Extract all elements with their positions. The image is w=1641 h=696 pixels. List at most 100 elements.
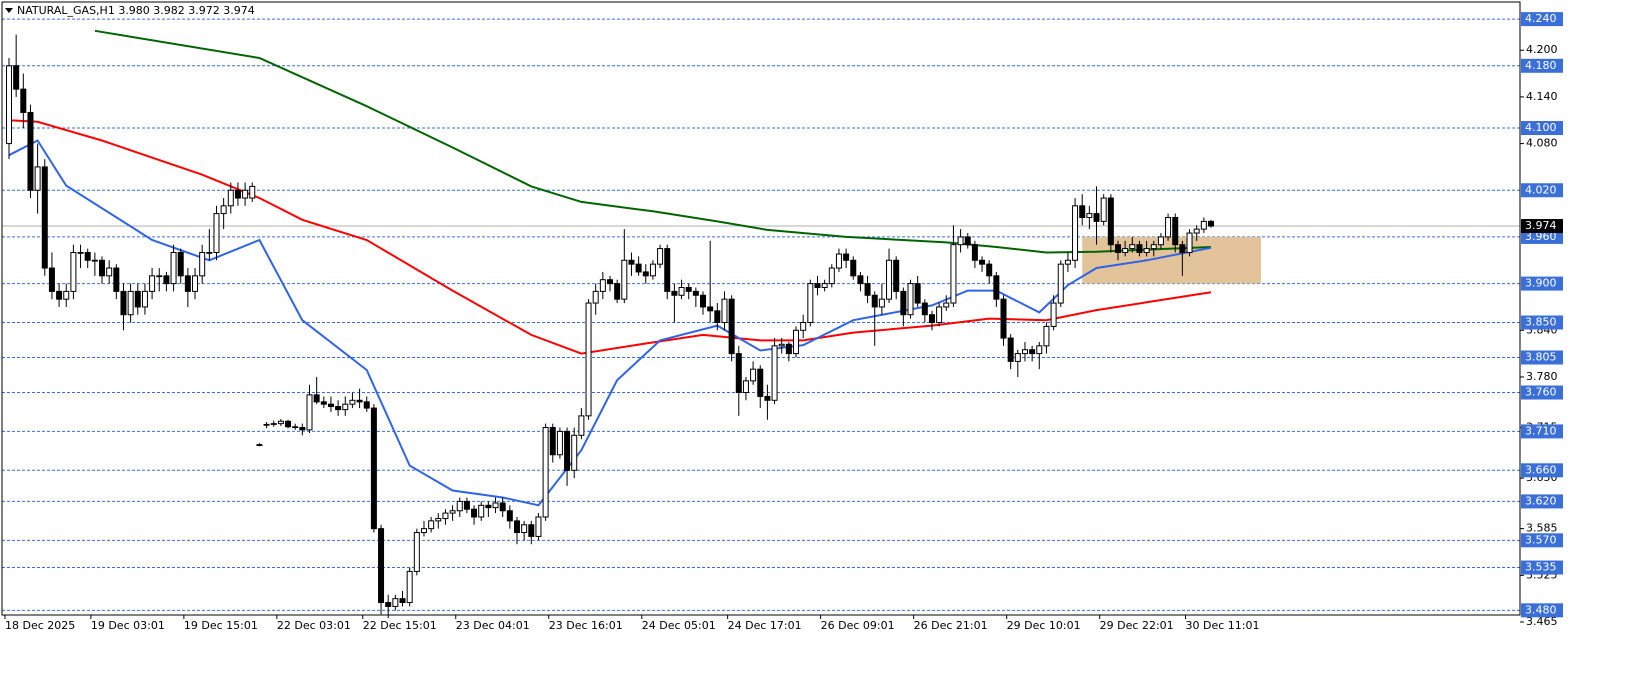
candle-body [556, 430, 563, 456]
level-tag-label: 4.240 [1525, 12, 1557, 25]
candle-body [599, 279, 606, 292]
candle-body [721, 298, 728, 324]
candle-body [771, 345, 778, 401]
candle-body [1107, 197, 1114, 246]
candle-body [1086, 213, 1093, 218]
candle-body [234, 189, 241, 199]
candle-body [342, 403, 349, 411]
candle-body [592, 290, 599, 304]
candle-body [864, 283, 871, 296]
candle-body [149, 275, 156, 292]
candle-body [921, 302, 928, 316]
x-tick-label: 29 Dec 22:01 [1100, 619, 1174, 632]
level-tag [1521, 385, 1563, 400]
candle-body [685, 286, 692, 292]
candle-body [199, 251, 206, 277]
x-tick-label: 29 Dec 10:01 [1007, 619, 1081, 632]
level-tag [1521, 560, 1563, 575]
level-tag-label: 4.180 [1525, 59, 1557, 72]
candle-body [621, 259, 628, 300]
candle-body [156, 275, 163, 278]
candle-body [649, 263, 656, 277]
candle-body [206, 251, 213, 254]
candle-body [585, 302, 592, 417]
candle-body [1000, 298, 1007, 339]
candle-body [277, 420, 284, 425]
level-tag-label: 3.480 [1525, 603, 1557, 616]
candle-body [63, 290, 70, 300]
candle-body [363, 401, 370, 409]
level-tag-label: 3.660 [1525, 463, 1557, 476]
candle-body [1165, 216, 1172, 238]
candle-body [764, 395, 771, 401]
candle-body [134, 290, 141, 308]
candle-body [106, 267, 113, 277]
candle-body [327, 403, 334, 408]
candle-body [113, 267, 120, 292]
candle-body [299, 427, 306, 431]
level-tag-label: 4.020 [1525, 183, 1557, 196]
candle-body [141, 290, 148, 308]
candle-body [220, 205, 227, 215]
x-tick-label: 26 Dec 09:01 [821, 619, 895, 632]
candle-body [91, 259, 98, 262]
candle-body [742, 380, 749, 394]
candle-body [20, 88, 27, 113]
chart-title: NATURAL_GAS,H1 3.980 3.982 3.972 3.974 [17, 4, 255, 17]
candle-body [671, 290, 678, 296]
candle-body [256, 444, 263, 446]
level-tag [1521, 603, 1563, 618]
candle-body [843, 253, 850, 261]
candle-body [614, 283, 621, 300]
candle-body [936, 306, 943, 324]
y-tick-label: 4.140 [1526, 90, 1558, 103]
candle-body [1079, 205, 1086, 218]
candle-body [1172, 216, 1179, 246]
plot-frame [1, 1, 1521, 616]
candle-body [821, 283, 828, 288]
candle-body [270, 423, 277, 425]
candle-body [34, 166, 41, 191]
candle-body [957, 236, 964, 246]
candle-body [406, 570, 413, 604]
level-tag-label: 3.620 [1525, 494, 1557, 507]
level-tag [1521, 350, 1563, 365]
candle-body [564, 430, 571, 471]
candle-body [1072, 205, 1079, 261]
candle-body [707, 306, 714, 312]
level-tag-label: 3.900 [1525, 277, 1557, 290]
candle-body [1114, 244, 1121, 253]
candle-body [263, 423, 270, 426]
menu-arrow[interactable] [5, 8, 13, 13]
candle-body [499, 502, 506, 512]
candle-body [13, 65, 20, 90]
last-price-tag [1521, 219, 1563, 234]
level-tag-label: 3.570 [1525, 533, 1557, 546]
y-tick-label: 4.200 [1526, 43, 1558, 56]
candle-body [285, 420, 292, 428]
candle-body [506, 510, 513, 522]
candle-body [1150, 244, 1157, 250]
candle-body [521, 524, 528, 534]
level-tag [1521, 494, 1563, 509]
candle-body [120, 290, 127, 316]
candle-body [428, 520, 435, 530]
candle-body [757, 368, 764, 397]
candle-body [635, 263, 642, 273]
candle-body [785, 343, 792, 355]
candle-body [642, 271, 649, 277]
level-tag-label: 3.535 [1525, 561, 1557, 574]
candle-body [1193, 228, 1200, 234]
candle-body [1208, 220, 1214, 227]
candle-body [678, 286, 685, 296]
y-tick-label: 3.465 [1526, 615, 1558, 628]
level-tag [1521, 183, 1563, 198]
candle-body [528, 524, 535, 537]
candle-body [535, 516, 542, 537]
candle-body [950, 244, 957, 304]
candle-body [986, 263, 993, 277]
level-tag-label: 3.960 [1525, 230, 1557, 243]
candle-body [878, 298, 885, 308]
candle-body [1064, 259, 1071, 265]
candle-body [249, 185, 256, 199]
